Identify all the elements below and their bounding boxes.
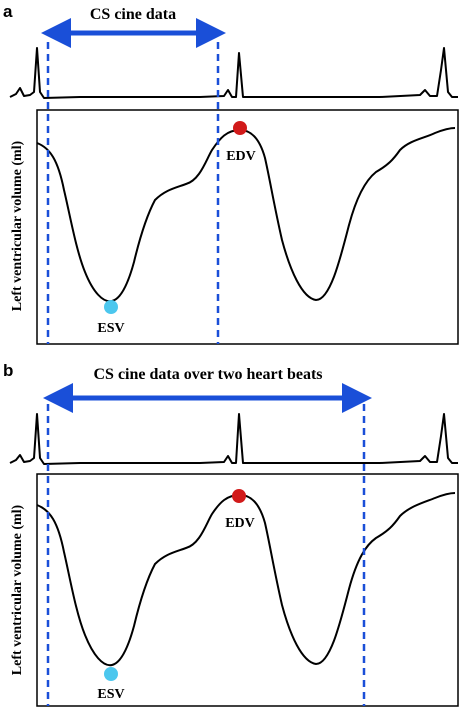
panel-a-volume-frame: [36, 109, 459, 345]
panel-a-y-axis-label: Left ventricular volume (ml): [10, 140, 25, 311]
panel-b-letter: b: [3, 361, 13, 380]
panel-b-edv-marker: [232, 489, 246, 503]
panel-a-letter: a: [3, 2, 13, 21]
panel-a-edv-label: EDV: [226, 149, 256, 164]
panel-a-edv-marker: [233, 121, 247, 135]
panel-b-y-axis-label: Left ventricular volume (ml): [10, 504, 25, 675]
panel-a-ecg-trace: [9, 47, 458, 99]
panel-b-esv-label: ESV: [97, 687, 124, 702]
panel-a-span-label: CS cine data: [90, 6, 176, 23]
panel-a: a CS cine data EDV ESV Left ventricular …: [3, 2, 459, 345]
panel-b-ecg-trace: [9, 413, 458, 465]
panel-b-volume-frame: [36, 473, 459, 707]
panel-b-esv-marker: [104, 667, 118, 681]
panel-a-esv-marker: [104, 300, 118, 314]
panel-b: b CS cine data over two heart beats EDV …: [3, 361, 459, 707]
panel-b-edv-label: EDV: [225, 516, 255, 531]
panel-b-span-label: CS cine data over two heart beats: [93, 366, 322, 383]
panel-a-esv-label: ESV: [97, 321, 124, 336]
